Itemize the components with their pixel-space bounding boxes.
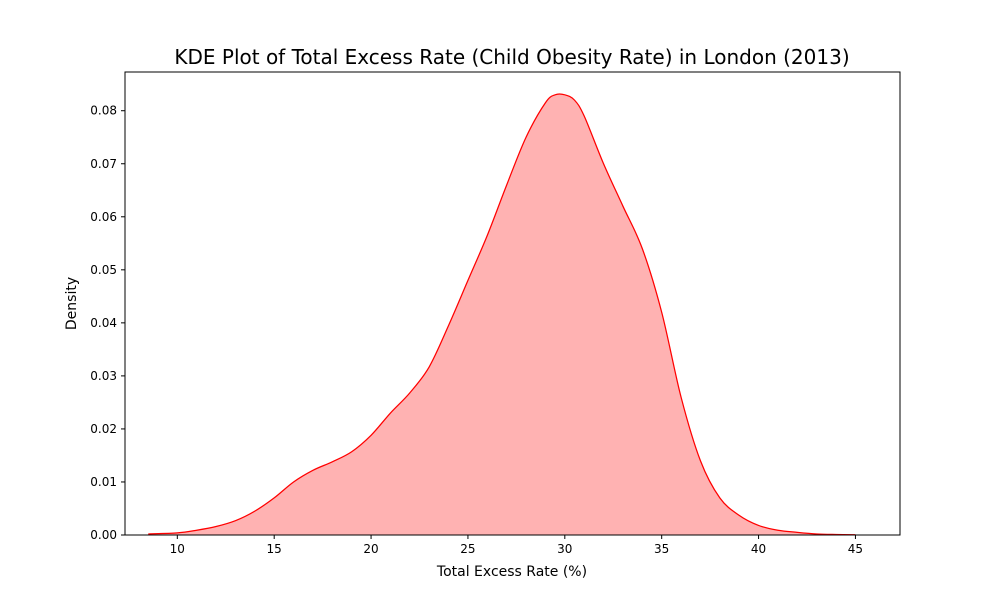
x-axis-label: Total Excess Rate (%)	[436, 564, 587, 580]
y-tick-label: 0.00	[90, 528, 117, 542]
y-tick-label: 0.06	[90, 210, 117, 224]
x-tick-label: 10	[170, 542, 185, 556]
density-line	[148, 93, 856, 536]
y-axis-label: Density	[64, 277, 80, 330]
x-tick-label: 30	[557, 542, 572, 556]
plot-frame	[124, 71, 901, 536]
x-tick-label: 25	[460, 542, 475, 556]
x-tick-label: 45	[848, 542, 863, 556]
plot-area	[148, 93, 856, 536]
x-tick-label: 20	[363, 542, 378, 556]
y-tick-label: 0.04	[90, 316, 117, 330]
y-tick-label: 0.01	[90, 475, 117, 489]
x-axis-ticks: 10 15 20 25 30 35 40 45	[170, 535, 863, 556]
density-area	[148, 93, 856, 535]
y-tick-label: 0.03	[90, 369, 117, 383]
x-tick-label: 15	[267, 542, 282, 556]
y-tick-label: 0.05	[90, 263, 117, 277]
x-tick-label: 40	[751, 542, 766, 556]
x-tick-label: 35	[654, 542, 669, 556]
y-tick-label: 0.07	[90, 157, 117, 171]
y-axis-ticks: 0.00 0.01 0.02 0.03 0.04 0.05 0.06 0.07 0.08	[90, 104, 125, 542]
y-tick-label: 0.02	[90, 422, 117, 436]
y-tick-label: 0.08	[90, 104, 117, 118]
chart-title: KDE Plot of Total Excess Rate (Child Obe…	[174, 45, 849, 69]
